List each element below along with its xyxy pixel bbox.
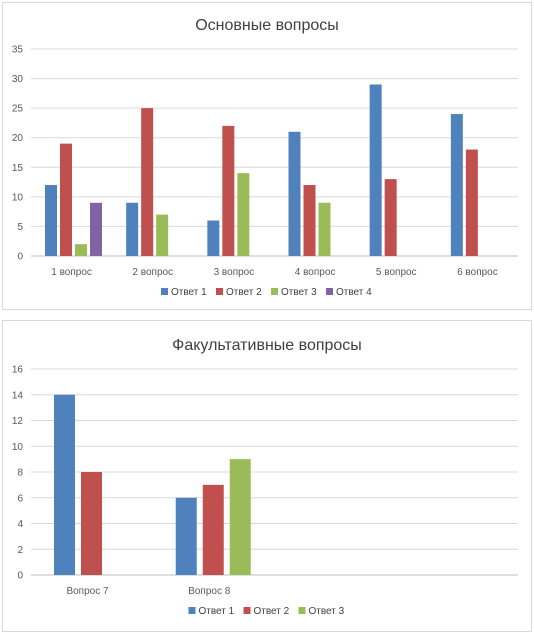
bar xyxy=(54,394,75,575)
y-tick-label: 12 xyxy=(12,416,24,427)
bar xyxy=(45,185,57,256)
legend-label: Ответ 1 xyxy=(199,606,235,617)
y-tick-label: 4 xyxy=(17,519,23,530)
x-tick-label: Вопрос 7 xyxy=(66,586,109,597)
bar xyxy=(288,131,301,256)
bar xyxy=(222,125,235,256)
x-tick-label: Вопрос 8 xyxy=(188,586,231,597)
bar xyxy=(237,173,250,256)
x-tick-label: 2 вопрос xyxy=(132,267,173,278)
y-tick-label: 8 xyxy=(17,468,23,479)
chart-optional-questions-svg: Факультативные вопросы 0 2 4 6 8 10 12 14 16 Вопр… xyxy=(12,337,518,617)
chart-main-questions-svg: Основные вопросы 0 5 10 15 20 25 30 35 1 вопрос 2… xyxy=(12,17,518,298)
y-tick-label: 5 xyxy=(17,222,23,233)
legend-label: Ответ 4 xyxy=(336,287,372,298)
bar xyxy=(75,244,87,256)
legend-label: Ответ 3 xyxy=(309,606,345,617)
bar xyxy=(369,84,382,256)
legend-swatch xyxy=(326,288,333,295)
bar xyxy=(303,185,316,256)
y-tick-label: 30 xyxy=(12,74,24,85)
y-tick-label: 20 xyxy=(12,133,24,144)
bar xyxy=(90,202,102,256)
y-tick-label: 14 xyxy=(12,390,24,401)
bar xyxy=(450,114,463,256)
bar xyxy=(175,497,197,575)
bar xyxy=(156,214,169,256)
y-tick-label: 0 xyxy=(17,252,23,263)
bar xyxy=(384,179,397,256)
legend-swatch xyxy=(161,288,168,295)
bar xyxy=(81,472,102,575)
legend-label: Ответ 3 xyxy=(281,287,317,298)
y-tick-label: 10 xyxy=(12,192,24,203)
legend-label: Ответ 2 xyxy=(254,606,290,617)
legend-swatch xyxy=(271,288,278,295)
y-tick-label: 25 xyxy=(12,104,24,115)
y-tick-label: 10 xyxy=(12,442,24,453)
y-tick-label: 15 xyxy=(12,163,24,174)
bar xyxy=(60,143,72,256)
y-tick-label: 16 xyxy=(12,365,24,376)
y-tick-label: 6 xyxy=(17,493,23,504)
bar xyxy=(202,484,224,575)
bar xyxy=(465,149,478,256)
chart-optional-questions: Факультативные вопросы 0 2 4 6 8 10 12 14 16 Вопр… xyxy=(2,320,532,632)
bar xyxy=(207,220,220,256)
x-tick-label: 1 вопрос xyxy=(51,267,92,278)
legend-swatch xyxy=(298,607,306,614)
legend-swatch xyxy=(188,607,196,614)
y-tick-label: 0 xyxy=(17,571,23,582)
legend-label: Ответ 1 xyxy=(171,287,207,298)
y-tick-label: 35 xyxy=(12,45,24,56)
chart-title: Основные вопросы xyxy=(195,17,339,34)
bar xyxy=(229,459,251,575)
legend-swatch xyxy=(216,288,223,295)
legend-label: Ответ 2 xyxy=(226,287,262,298)
y-tick-label: 2 xyxy=(17,545,23,556)
chart-title: Факультативные вопросы xyxy=(172,337,362,354)
chart-main-questions: Основные вопросы 0 5 10 15 20 25 30 35 1 вопрос 2… xyxy=(2,2,532,310)
x-tick-label: 3 вопрос xyxy=(214,267,255,278)
legend-swatch xyxy=(243,607,251,614)
x-tick-label: 4 вопрос xyxy=(295,267,336,278)
x-tick-label: 5 вопрос xyxy=(376,267,417,278)
bar xyxy=(318,202,331,256)
bar xyxy=(141,108,154,257)
bar xyxy=(126,202,139,256)
x-tick-label: 6 вопрос xyxy=(457,267,498,278)
